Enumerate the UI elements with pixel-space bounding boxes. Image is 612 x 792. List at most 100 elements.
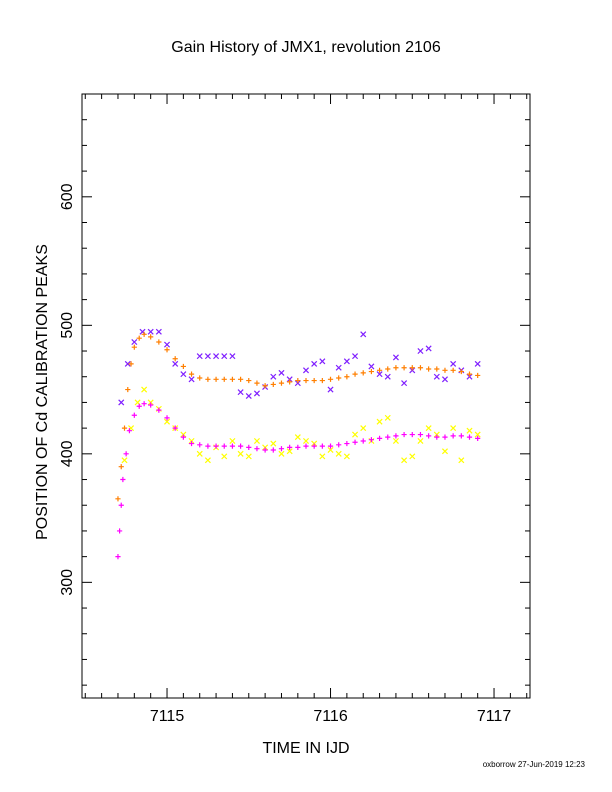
data-point — [246, 444, 252, 451]
data-point — [295, 377, 301, 384]
x-tick-label: 7115 — [150, 708, 185, 725]
data-point — [450, 425, 457, 432]
data-point — [117, 528, 123, 534]
data-point — [425, 345, 432, 352]
data-point — [343, 358, 350, 365]
data-point — [128, 361, 134, 367]
data-point — [303, 377, 309, 384]
data-point — [466, 434, 473, 440]
data-point — [221, 376, 227, 382]
data-point — [352, 371, 358, 377]
data-point — [229, 443, 236, 449]
data-point — [147, 328, 154, 335]
data-point — [121, 425, 128, 431]
data-point — [450, 360, 457, 367]
series-2 — [121, 386, 481, 464]
data-point — [311, 377, 317, 384]
data-point — [442, 434, 448, 440]
data-point — [385, 366, 391, 372]
data-point — [148, 402, 154, 408]
series-3 — [115, 401, 481, 560]
data-point — [180, 363, 186, 370]
data-point — [401, 457, 408, 464]
data-point — [163, 341, 171, 348]
data-point — [458, 433, 464, 439]
data-point — [344, 440, 350, 447]
data-point — [188, 376, 195, 383]
data-point — [417, 437, 424, 445]
data-point — [434, 366, 440, 372]
data-point — [148, 334, 154, 340]
data-point — [229, 353, 236, 360]
data-point — [294, 434, 301, 441]
y-axis-label: POSITION OF Cd CALIBRATION PEAKS — [34, 244, 51, 540]
data-point — [163, 418, 171, 425]
x-tick-label: 7116 — [313, 708, 348, 725]
data-point — [125, 386, 131, 393]
data-point — [253, 437, 260, 445]
data-point — [172, 356, 178, 362]
plot-frame — [81, 93, 531, 699]
data-point — [401, 380, 408, 387]
data-point — [245, 453, 252, 460]
data-point — [336, 375, 342, 381]
data-point — [474, 431, 481, 438]
data-point — [417, 431, 424, 438]
data-point — [376, 371, 383, 378]
data-point — [368, 437, 375, 443]
data-point — [136, 403, 142, 409]
data-point — [141, 386, 148, 393]
data-point — [213, 443, 219, 449]
data-point — [287, 379, 293, 385]
data-point — [409, 365, 415, 371]
data-point — [295, 444, 301, 451]
footer-credit: oxborrow 27-Jun-2019 12:23 — [483, 760, 586, 769]
data-point — [156, 407, 162, 413]
data-point — [118, 502, 124, 508]
y-tick-label: 300 — [59, 569, 76, 596]
data-point — [475, 372, 481, 379]
data-point — [327, 446, 334, 453]
data-point — [393, 433, 399, 439]
data-point — [327, 376, 334, 382]
x-axis-label: TIME IN IJD — [262, 740, 349, 757]
data-point — [196, 353, 203, 360]
data-point — [229, 376, 236, 382]
data-point — [343, 453, 350, 460]
data-point — [204, 457, 211, 464]
data-point — [433, 373, 440, 380]
data-point — [254, 446, 260, 452]
data-point — [311, 443, 317, 449]
data-point — [278, 369, 285, 376]
data-point — [136, 335, 142, 341]
data-point — [196, 450, 203, 457]
data-point — [385, 434, 391, 440]
data-point — [303, 443, 309, 449]
data-point — [368, 368, 375, 375]
data-point — [442, 367, 448, 373]
data-point — [441, 448, 449, 455]
data-point — [302, 367, 310, 374]
data-point — [262, 383, 268, 389]
data-point — [319, 377, 325, 384]
data-point — [384, 373, 391, 380]
data-point — [319, 443, 325, 449]
data-point — [221, 353, 228, 360]
data-point — [311, 360, 318, 367]
data-point — [131, 412, 137, 418]
data-point — [286, 448, 293, 455]
data-point — [401, 431, 407, 438]
data-point — [352, 439, 358, 445]
data-point — [124, 360, 131, 367]
data-point — [360, 425, 367, 432]
data-point — [121, 457, 128, 464]
series-0 — [118, 328, 481, 406]
data-point — [204, 353, 211, 360]
data-point — [115, 554, 121, 560]
data-point — [426, 433, 432, 439]
data-point — [392, 437, 399, 445]
data-point — [131, 339, 138, 346]
data-point — [156, 339, 162, 345]
data-point — [376, 418, 383, 425]
data-point — [270, 373, 277, 380]
